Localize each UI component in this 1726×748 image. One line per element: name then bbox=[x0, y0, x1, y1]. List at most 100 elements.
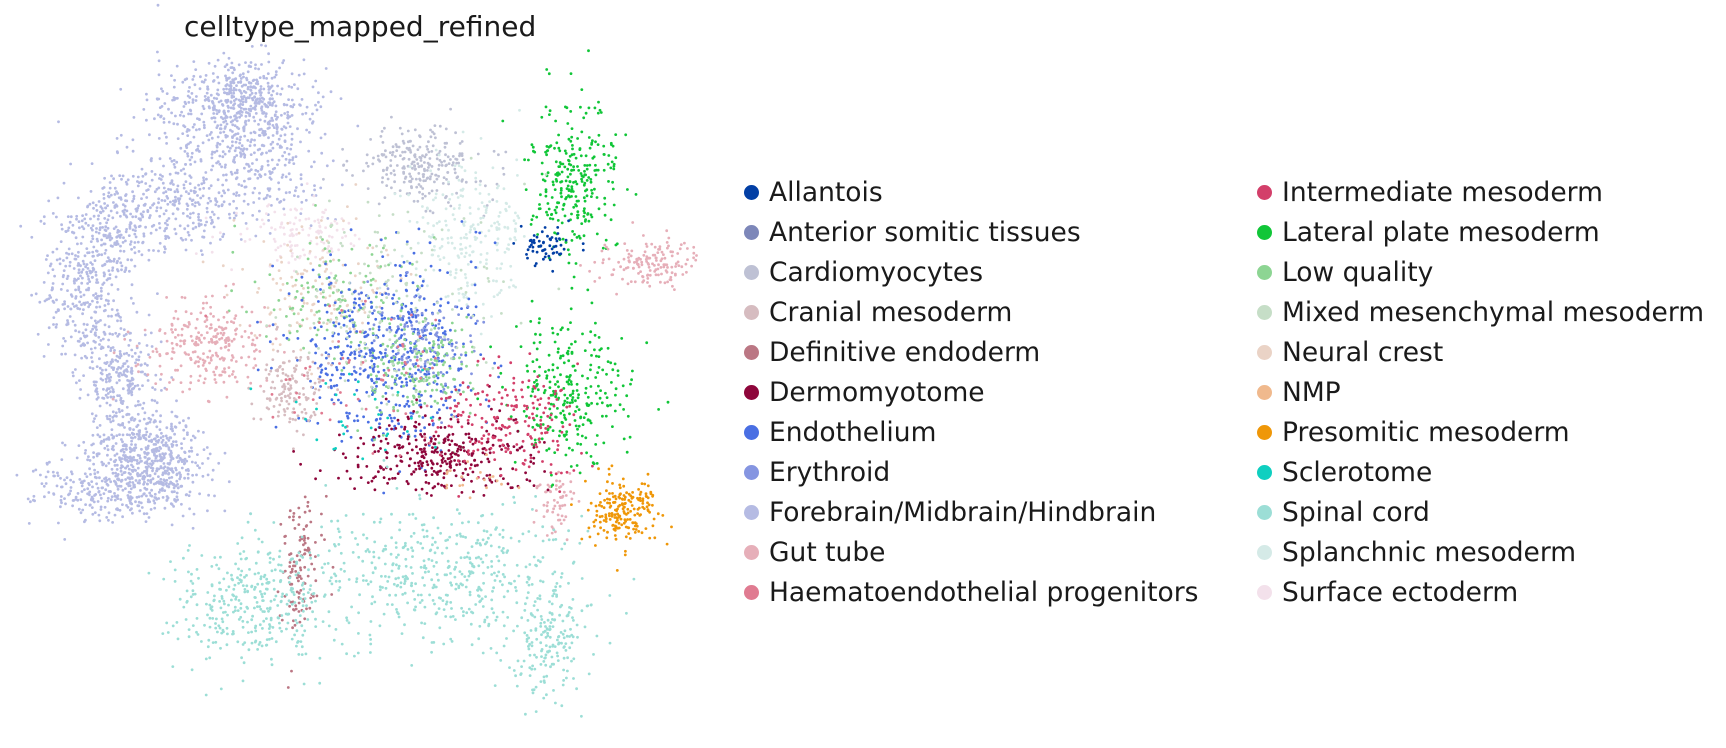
cell-point bbox=[140, 447, 143, 451]
cell-point bbox=[228, 212, 231, 216]
cell-point bbox=[88, 366, 92, 369]
cell-point bbox=[97, 231, 101, 235]
cell-point bbox=[46, 271, 50, 275]
cell-point bbox=[124, 458, 128, 462]
cell-point bbox=[339, 401, 343, 405]
cell-point bbox=[410, 373, 414, 377]
cell-point bbox=[372, 323, 376, 327]
cell-point bbox=[116, 242, 120, 246]
cell-point bbox=[142, 210, 145, 214]
cell-point bbox=[372, 291, 376, 294]
cell-point bbox=[310, 165, 313, 169]
cell-point bbox=[191, 78, 195, 81]
cell-point bbox=[167, 120, 171, 124]
cell-point bbox=[185, 77, 189, 81]
cell-point bbox=[205, 318, 209, 322]
cell-point bbox=[171, 490, 175, 494]
cell-point bbox=[599, 389, 602, 392]
cell-point bbox=[119, 327, 123, 330]
cell-point bbox=[566, 401, 569, 404]
cell-point bbox=[574, 399, 577, 403]
cell-point bbox=[204, 171, 208, 174]
cell-point bbox=[94, 331, 97, 335]
cell-point bbox=[189, 112, 193, 116]
cell-point bbox=[199, 341, 203, 344]
cell-point bbox=[137, 358, 141, 362]
cell-point bbox=[175, 491, 179, 495]
cell-point bbox=[244, 222, 248, 225]
cell-point bbox=[207, 196, 211, 200]
cell-point bbox=[506, 226, 510, 229]
cell-point bbox=[531, 390, 534, 393]
cell-point bbox=[73, 281, 76, 285]
cell-point bbox=[112, 299, 115, 303]
cell-point bbox=[210, 136, 214, 140]
cell-point bbox=[441, 343, 445, 347]
cell-point bbox=[316, 218, 320, 222]
cell-point bbox=[225, 115, 229, 119]
cell-point bbox=[286, 116, 289, 120]
cell-point bbox=[86, 267, 90, 270]
cell-point bbox=[359, 286, 363, 290]
cell-point bbox=[481, 216, 485, 220]
cell-point bbox=[98, 228, 102, 232]
cell-point bbox=[132, 386, 136, 390]
cell-point bbox=[460, 220, 464, 223]
cell-point bbox=[430, 388, 434, 392]
cell-point bbox=[575, 464, 579, 467]
cell-point bbox=[495, 267, 499, 270]
cell-point bbox=[376, 365, 380, 368]
cell-point bbox=[439, 336, 443, 339]
cell-point bbox=[103, 202, 106, 205]
cell-point bbox=[140, 167, 144, 171]
cell-point bbox=[149, 478, 153, 482]
cell-point bbox=[207, 138, 211, 142]
cell-point bbox=[148, 474, 152, 478]
cell-point bbox=[374, 279, 377, 283]
cell-point bbox=[283, 297, 287, 301]
cell-point bbox=[371, 327, 375, 331]
cell-point bbox=[290, 252, 294, 255]
cell-point bbox=[77, 268, 81, 272]
cell-point bbox=[107, 518, 110, 522]
cell-point bbox=[386, 177, 390, 181]
cell-point bbox=[356, 429, 360, 432]
cell-point bbox=[283, 232, 286, 236]
cell-point bbox=[233, 133, 236, 137]
cell-point bbox=[223, 367, 226, 371]
cell-point bbox=[408, 165, 412, 169]
cell-point bbox=[307, 149, 311, 153]
cell-point bbox=[102, 242, 106, 246]
cell-point bbox=[484, 398, 488, 402]
cell-point bbox=[625, 450, 629, 454]
cell-point bbox=[104, 488, 108, 492]
cell-point bbox=[370, 341, 374, 345]
cell-point bbox=[306, 257, 310, 261]
cell-point bbox=[92, 380, 96, 384]
cell-point bbox=[337, 258, 341, 262]
cell-point bbox=[118, 379, 121, 382]
cell-point bbox=[381, 176, 384, 180]
cell-point bbox=[146, 482, 149, 486]
cell-point bbox=[478, 231, 482, 235]
cell-point bbox=[182, 428, 186, 432]
cell-point bbox=[465, 364, 468, 368]
cell-point bbox=[34, 468, 38, 472]
cell-point bbox=[90, 351, 94, 355]
cell-point bbox=[411, 281, 415, 285]
cell-point bbox=[221, 139, 225, 143]
cell-point bbox=[129, 243, 132, 246]
cell-point bbox=[612, 164, 616, 168]
cell-point bbox=[126, 258, 130, 262]
cell-point bbox=[119, 469, 123, 473]
cell-point bbox=[288, 115, 292, 118]
cell-point bbox=[381, 255, 385, 258]
cell-point bbox=[300, 225, 304, 229]
cell-point bbox=[109, 349, 113, 352]
cell-point bbox=[325, 328, 329, 332]
cell-point bbox=[161, 496, 165, 499]
cell-point bbox=[130, 436, 133, 439]
cell-point bbox=[126, 330, 130, 334]
cell-point bbox=[188, 174, 192, 178]
cell-point bbox=[149, 206, 152, 210]
